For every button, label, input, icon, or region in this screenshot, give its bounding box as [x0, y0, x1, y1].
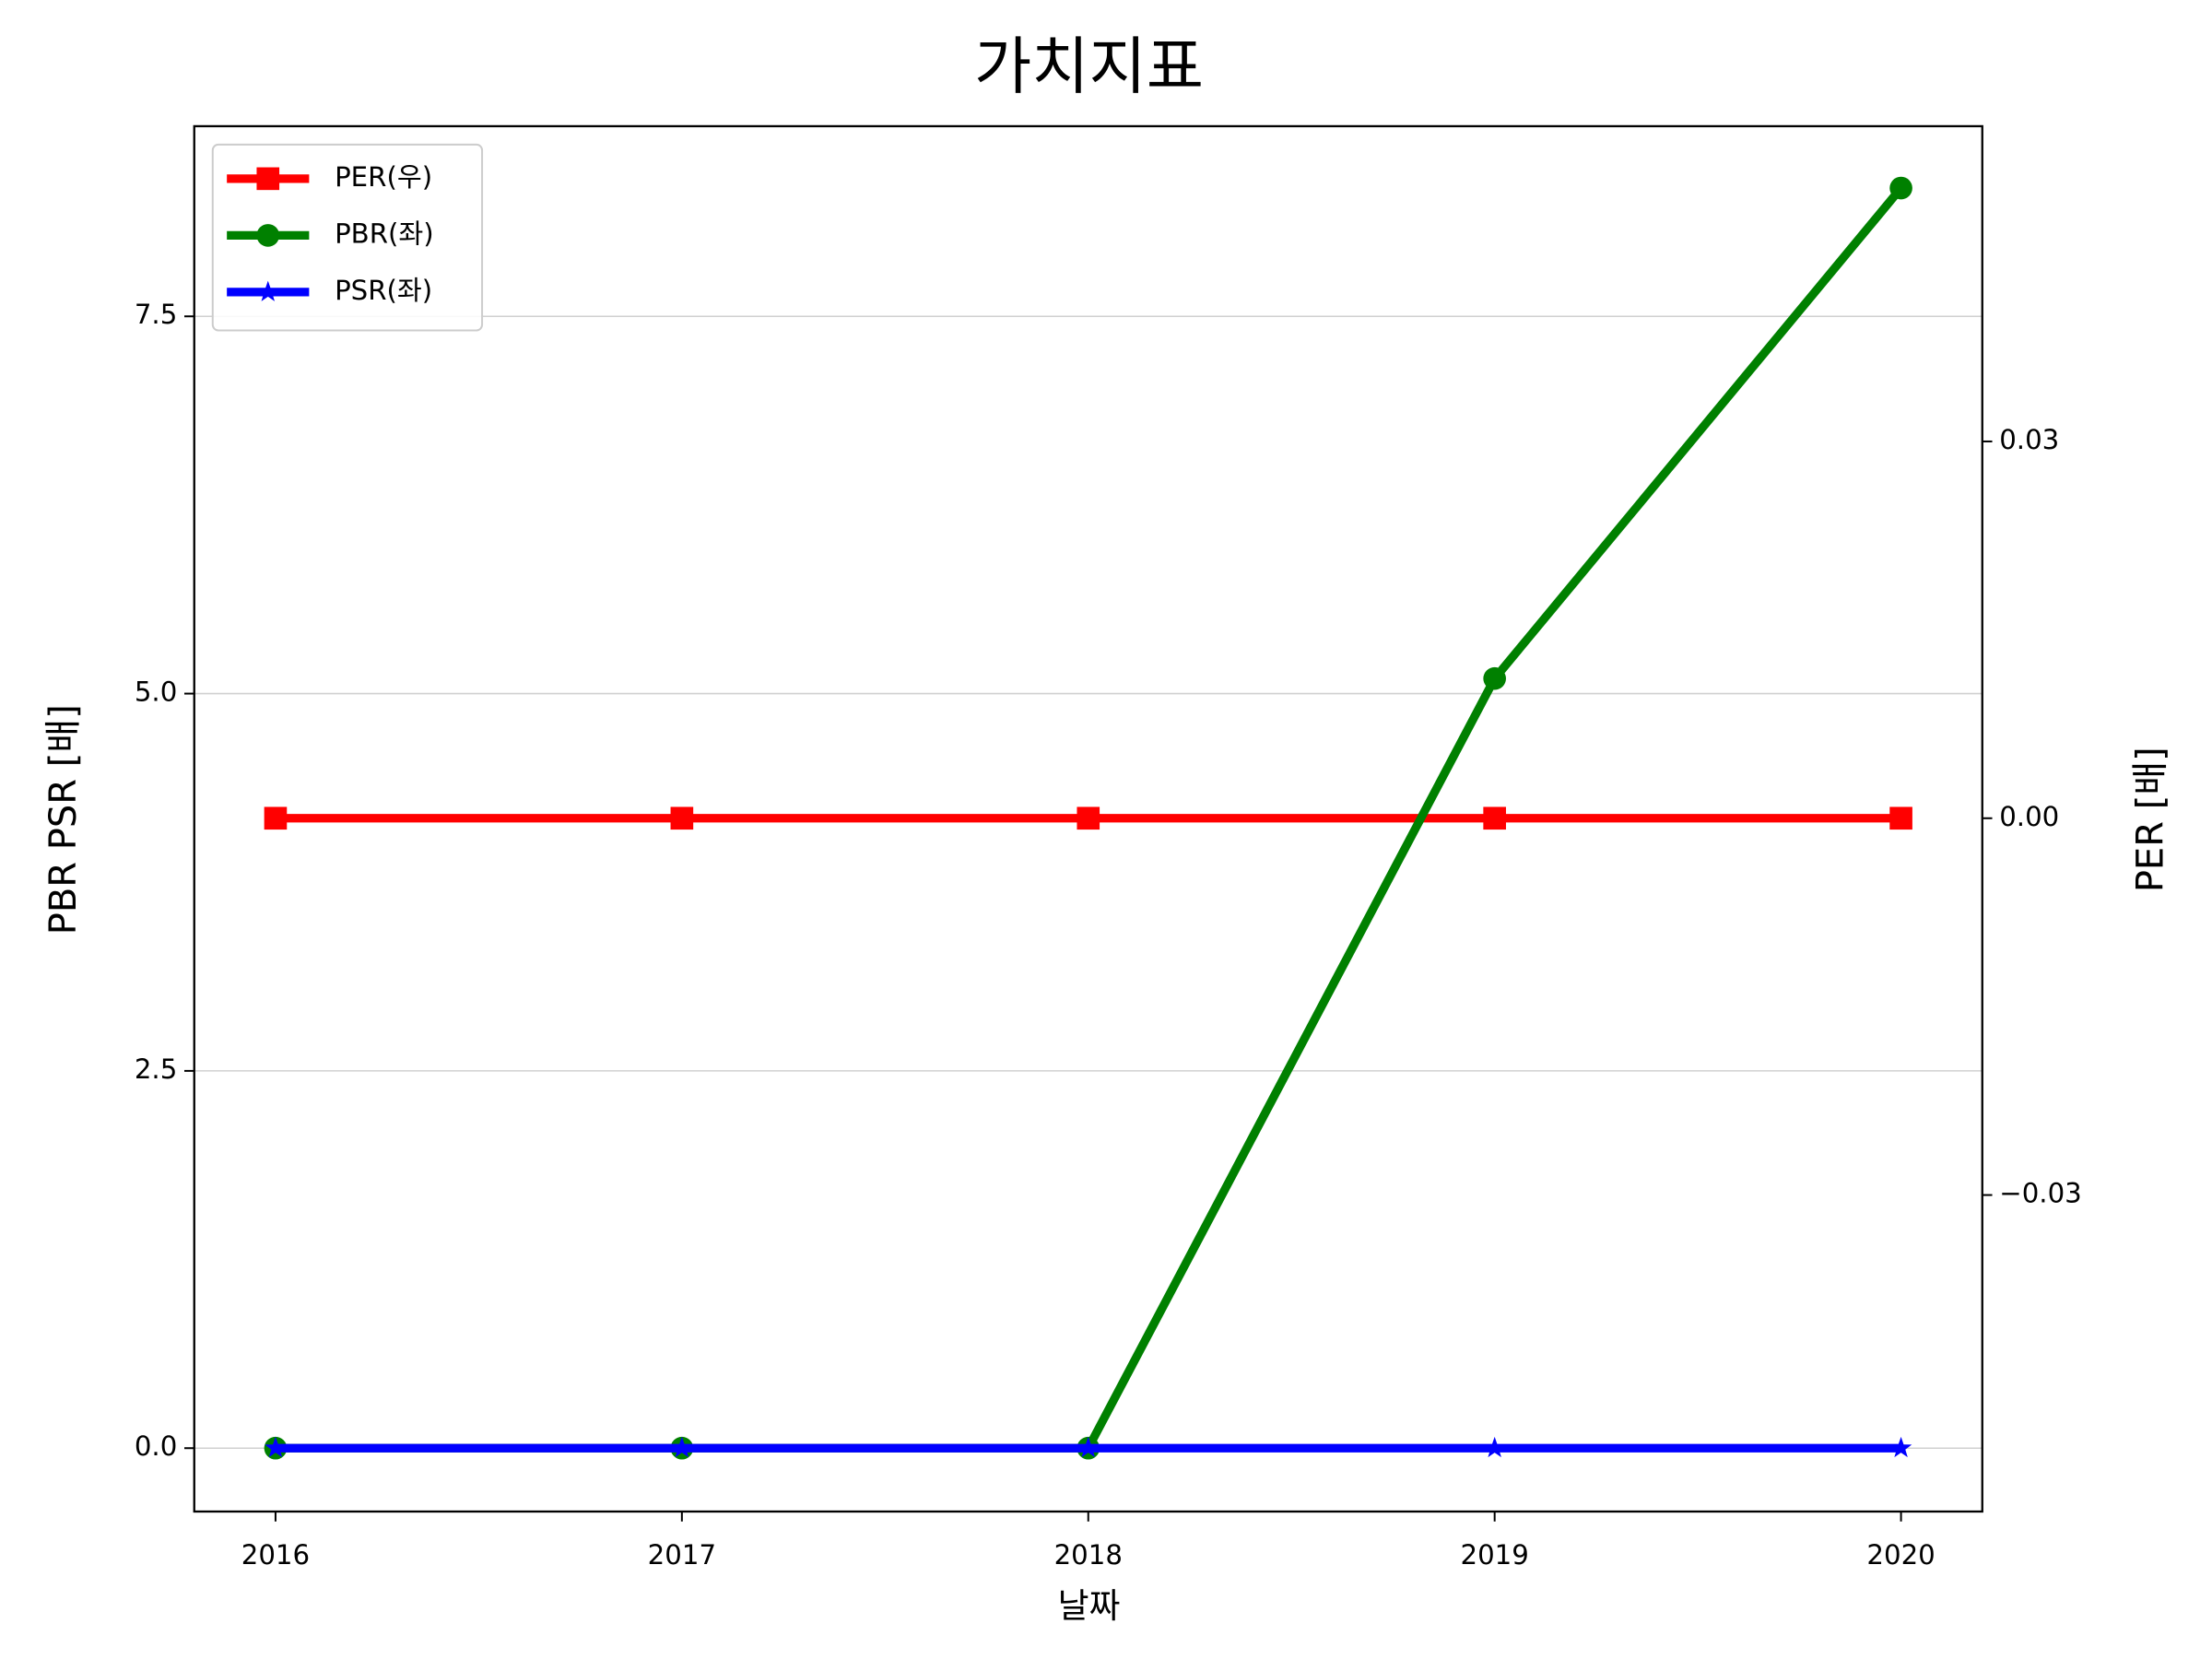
- x-tick-label: 2019: [1460, 1539, 1528, 1571]
- legend-box: [211, 143, 484, 332]
- legend-label: PBR(좌): [335, 218, 434, 249]
- legend-marker: [256, 167, 280, 191]
- legend: PER(우) PBR(좌) PSR(좌): [211, 143, 484, 332]
- y-tick-label: 0.0: [135, 1430, 177, 1462]
- marker: [1483, 1436, 1506, 1458]
- x-axis-label: 날짜: [1058, 1586, 1121, 1626]
- x-tick-label: 2018: [1054, 1539, 1123, 1571]
- marker: [670, 806, 694, 830]
- marker: [1889, 806, 1912, 830]
- y-tick-label: 5.0: [135, 677, 177, 708]
- x-tick-label: 2017: [648, 1539, 716, 1571]
- legend-marker: [257, 280, 279, 301]
- marker: [671, 1436, 693, 1458]
- y2-axis-label: PER [배]: [2129, 747, 2171, 892]
- legend-marker: [256, 224, 280, 247]
- marker: [1077, 806, 1100, 830]
- y2-tick-label: −0.03: [1999, 1178, 2082, 1209]
- y2-tick-label: 0.00: [1999, 801, 2059, 832]
- x-tick-label: 2016: [241, 1539, 310, 1571]
- y-tick-label: 2.5: [135, 1053, 177, 1085]
- chart-title: 가치지표: [974, 29, 1204, 102]
- marker: [1889, 1436, 1912, 1458]
- y-axis-label: PBR PSR [배]: [42, 704, 85, 935]
- marker: [1889, 176, 1912, 200]
- y2-tick-label: 0.03: [1999, 424, 2059, 455]
- marker: [265, 1436, 287, 1458]
- marker: [1077, 1436, 1100, 1458]
- x-tick-label: 2020: [1866, 1539, 1935, 1571]
- marker: [1483, 806, 1506, 830]
- plot-frame: [193, 124, 1983, 1513]
- legend-label: PSR(좌): [335, 275, 432, 306]
- legend-label: PER(우): [335, 161, 432, 193]
- y-tick-label: 7.5: [135, 299, 177, 330]
- marker: [1483, 666, 1506, 690]
- marker: [264, 806, 288, 830]
